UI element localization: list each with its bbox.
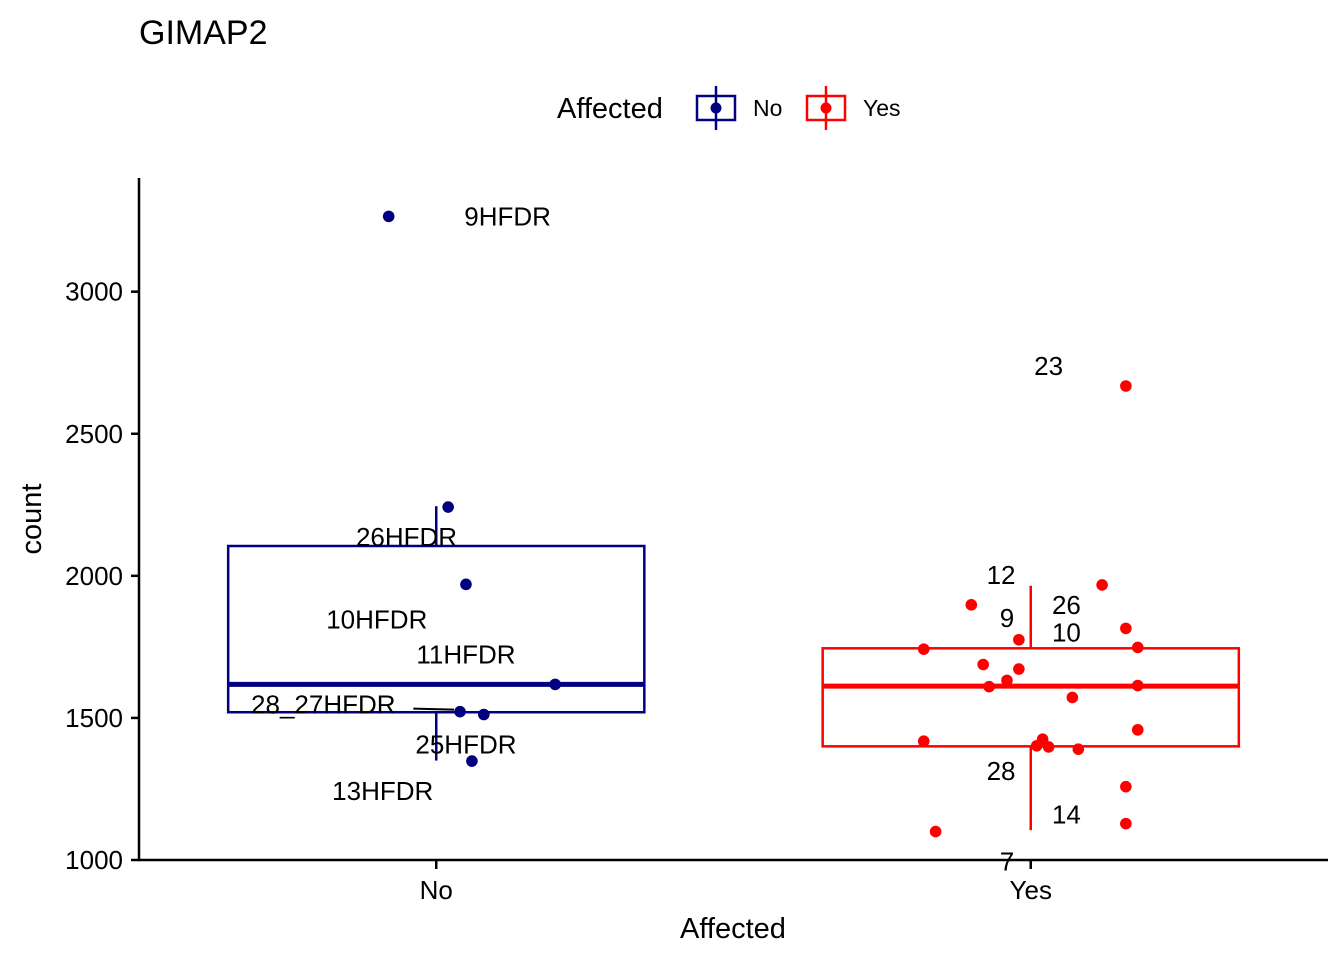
point-yes-17 — [983, 680, 995, 693]
legend-key-yes-point — [820, 102, 832, 114]
point-label-11hfdr: 11HFDR — [416, 639, 515, 669]
point-label-26: 26 — [1052, 590, 1081, 620]
plot-area: 9HFDR 26HFDR 10HFDR 11HFDR 28_27HFDR 25HFDR 13… — [226, 201, 1241, 877]
point-yes-24 — [1042, 741, 1055, 753]
point-label-23: 23 — [1034, 351, 1063, 381]
point-label-28-27hfdr: 28_27HFDR — [251, 690, 396, 720]
point-label-28: 28 — [987, 756, 1016, 786]
point-no-5 — [478, 708, 490, 721]
point-label-10: 10 — [1052, 617, 1081, 647]
legend-key-no — [695, 86, 737, 130]
point-yes-8 — [1096, 579, 1108, 591]
point-yes-28 — [929, 825, 942, 838]
legend-label-no: No — [753, 95, 782, 121]
point-no-0 — [382, 210, 395, 223]
point-no-4 — [454, 705, 466, 718]
point-label-13hfdr: 13HFDR — [332, 776, 433, 806]
point-yes-26 — [1120, 780, 1132, 793]
point-no-3 — [549, 678, 561, 691]
legend-title: Affected — [557, 93, 663, 125]
y-tick-label-2000: 2000 — [65, 561, 123, 591]
point-yes-11 — [1120, 622, 1132, 635]
point-label-14: 14 — [1052, 800, 1081, 830]
point-label-7: 7 — [1000, 847, 1014, 877]
point-yes-10 — [1013, 633, 1025, 646]
point-yes-23 — [1030, 739, 1043, 752]
point-no-2 — [460, 578, 472, 591]
point-yes-15 — [1013, 663, 1025, 675]
point-yes-14 — [977, 658, 989, 671]
y-axis-ticks: 1000 1500 2000 2500 3000 — [65, 277, 139, 875]
y-tick-label-3000: 3000 — [65, 277, 123, 307]
point-label-9: 9 — [1000, 603, 1014, 633]
point-yes-12 — [917, 643, 930, 655]
point-yes-9 — [965, 599, 978, 611]
legend-key-no-point — [710, 102, 722, 114]
x-axis-title: Affected — [680, 913, 786, 945]
point-yes-20 — [1131, 724, 1144, 736]
y-tick-label-1000: 1000 — [65, 845, 123, 875]
legend-label-yes: Yes — [863, 95, 901, 121]
point-label-10hfdr: 10HFDR — [326, 604, 427, 634]
y-axis-title: count — [16, 484, 48, 555]
chart-title: GIMAP2 — [139, 14, 267, 52]
legend-key-yes — [805, 86, 847, 130]
point-yes-22 — [917, 735, 930, 748]
point-yes-18 — [1131, 679, 1144, 692]
box-yes — [821, 647, 1241, 748]
point-yes-16 — [1001, 674, 1013, 687]
box-no — [226, 544, 646, 714]
point-label-26hfdr: 26HFDR — [356, 522, 457, 552]
point-no-6 — [466, 755, 478, 767]
point-yes-13 — [1131, 641, 1144, 654]
y-tick-label-2500: 2500 — [65, 419, 123, 449]
point-label-9hfdr: 9HFDR — [464, 201, 551, 231]
point-yes-25 — [1072, 743, 1085, 755]
point-yes-19 — [1066, 691, 1079, 704]
legend: Affected No Yes — [557, 86, 901, 130]
point-label-12: 12 — [987, 560, 1016, 590]
x-tick-label-yes: Yes — [1010, 875, 1052, 905]
point-label-leader-28-27hfdr — [413, 707, 455, 711]
point-yes-7 — [1120, 380, 1132, 392]
point-yes-27 — [1120, 817, 1132, 830]
point-no-1 — [442, 501, 454, 513]
point-label-25hfdr: 25HFDR — [415, 730, 516, 760]
x-tick-label-no: No — [420, 875, 453, 905]
y-tick-label-1500: 1500 — [65, 703, 123, 733]
x-axis-ticks: No Yes — [420, 860, 1052, 905]
